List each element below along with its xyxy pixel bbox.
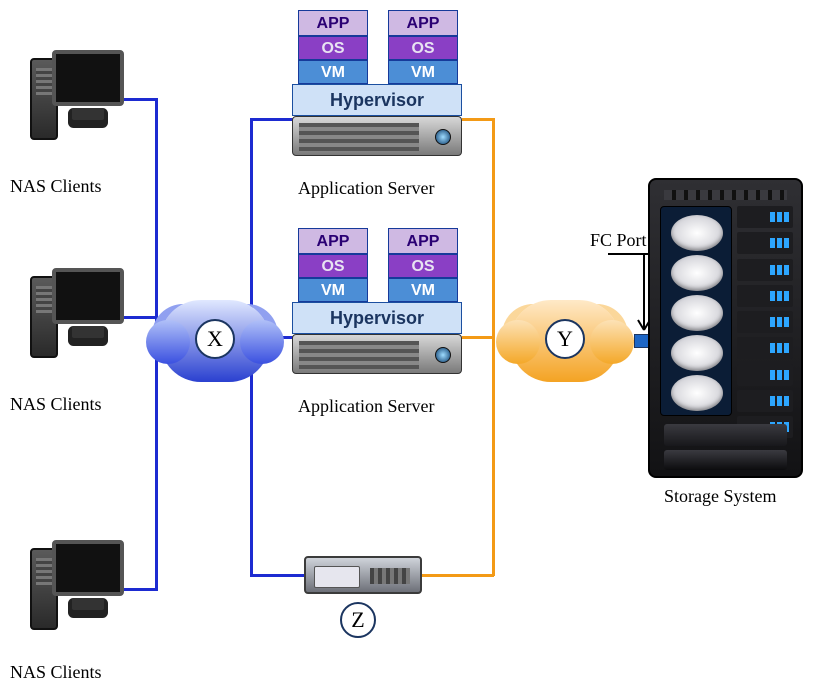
san-from-app-server-2 bbox=[462, 336, 494, 339]
nas-client-2 bbox=[30, 268, 125, 363]
desktop-icon bbox=[30, 50, 125, 145]
cloud-x-letter: X bbox=[195, 319, 235, 359]
storage-slots bbox=[737, 206, 793, 438]
desktop-icon bbox=[30, 540, 125, 635]
vm-os-label: OS bbox=[388, 254, 458, 278]
server-icon bbox=[292, 116, 462, 156]
lan-to-gateway bbox=[250, 574, 306, 577]
vm-vm-label: VM bbox=[388, 278, 458, 302]
vm-stack: APP OS VM bbox=[298, 10, 368, 84]
storage-system bbox=[648, 178, 803, 478]
vm-vm-label: VM bbox=[298, 60, 368, 84]
vm-app-label: APP bbox=[298, 10, 368, 36]
san-from-app-server-1 bbox=[462, 118, 494, 121]
fc-port-label: FC Port bbox=[590, 230, 647, 251]
app-server-2-label: Application Server bbox=[298, 396, 434, 417]
san-trunk bbox=[492, 118, 495, 576]
vm-app-label: APP bbox=[298, 228, 368, 254]
storage-system-label: Storage System bbox=[664, 486, 777, 507]
lan-link-client3 bbox=[120, 588, 158, 591]
cloud-y-letter: Y bbox=[545, 319, 585, 359]
desktop-icon bbox=[30, 268, 125, 363]
cloud-y: Y bbox=[510, 300, 620, 382]
vm-stack: APP OS VM bbox=[388, 10, 458, 84]
vm-os-label: OS bbox=[388, 36, 458, 60]
app-server-2: APP OS VM APP OS VM Hypervisor bbox=[292, 228, 462, 374]
app-server-1-label: Application Server bbox=[298, 178, 434, 199]
vm-stack: APP OS VM bbox=[388, 228, 458, 302]
vm-stack: APP OS VM bbox=[298, 228, 368, 302]
hypervisor-bar: Hypervisor bbox=[292, 302, 462, 334]
gateway-icon bbox=[304, 556, 422, 594]
vm-app-label: APP bbox=[388, 10, 458, 36]
gateway-z bbox=[304, 556, 422, 594]
san-to-gateway bbox=[420, 574, 494, 577]
lan-to-app-server-1 bbox=[250, 118, 294, 121]
vm-app-label: APP bbox=[388, 228, 458, 254]
nas-client-2-label: NAS Clients bbox=[10, 394, 102, 415]
gateway-z-letter: Z bbox=[340, 602, 376, 638]
hypervisor-bar: Hypervisor bbox=[292, 84, 462, 116]
lan-link-client2 bbox=[120, 316, 158, 319]
storage-disks bbox=[660, 206, 732, 416]
vm-vm-label: VM bbox=[388, 60, 458, 84]
nas-client-3 bbox=[30, 540, 125, 635]
vm-os-label: OS bbox=[298, 254, 368, 278]
nas-client-1-label: NAS Clients bbox=[10, 176, 102, 197]
server-icon bbox=[292, 334, 462, 374]
lan-link-client1 bbox=[120, 98, 158, 101]
nas-client-3-label: NAS Clients bbox=[10, 662, 102, 683]
app-server-1: APP OS VM APP OS VM Hypervisor bbox=[292, 10, 462, 156]
cloud-x: X bbox=[160, 300, 270, 382]
vm-os-label: OS bbox=[298, 36, 368, 60]
nas-client-1 bbox=[30, 50, 125, 145]
vm-vm-label: VM bbox=[298, 278, 368, 302]
